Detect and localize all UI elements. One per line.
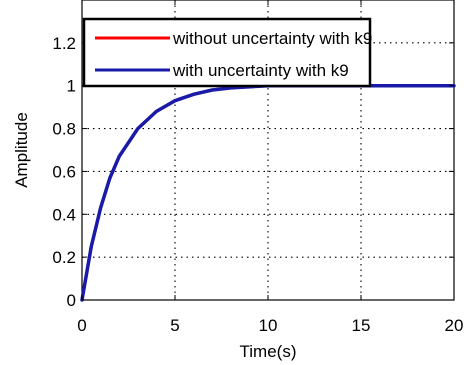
legend: without uncertainty with k9 with uncertai… <box>82 17 372 88</box>
axis-ticks: 0 5 10 15 20 0 0.2 0.4 0.6 0.8 1 1.2 <box>52 0 463 335</box>
legend-label-2: with uncertainty with k9 <box>172 61 349 80</box>
x-tick-label: 15 <box>352 316 371 335</box>
y-tick-label: 1 <box>67 77 76 96</box>
y-tick-label: 0.2 <box>52 248 76 267</box>
x-tick-label: 10 <box>259 316 278 335</box>
x-axis-title: Time(s) <box>240 342 297 361</box>
legend-label-1: without uncertainty with k9 <box>172 29 372 48</box>
y-tick-label: 0.4 <box>52 205 76 224</box>
y-tick-label: 1.2 <box>52 34 76 53</box>
x-tick-label: 5 <box>170 316 179 335</box>
y-tick-label: 0.8 <box>52 120 76 139</box>
x-tick-label: 20 <box>445 316 464 335</box>
y-axis-title: Amplitude <box>12 112 31 188</box>
legend-box <box>82 17 372 88</box>
y-tick-label: 0.6 <box>52 162 76 181</box>
x-tick-label: 0 <box>77 316 86 335</box>
y-tick-label: 0 <box>67 291 76 310</box>
